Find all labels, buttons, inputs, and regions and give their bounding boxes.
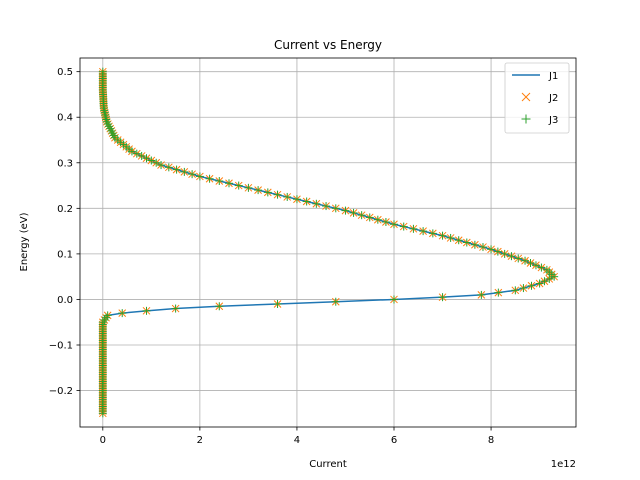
y-tick-label: 0.0 [57,295,73,306]
series-j3-point [521,256,530,265]
series-j3-point [171,304,180,313]
series-j3-point [514,254,523,263]
series-j3-point [234,181,243,190]
x-axis-offset-label: 1e12 [551,459,576,470]
series-j3-point [527,281,536,290]
series-j3-point [542,265,551,274]
plot-area [98,67,559,418]
series-j3-point [409,224,418,233]
series-j3-point [205,174,214,183]
series-j3-point [390,295,398,304]
series-j3-point [147,156,156,165]
series-j3-point [103,311,112,320]
series-j3-point [494,288,503,297]
y-tick-label: −0.1 [49,341,73,352]
plot-series [98,67,559,418]
y-tick-label: −0.2 [49,386,73,397]
series-j3-point [365,213,374,222]
series-j3-point [312,199,321,208]
series-j3-point [142,306,151,315]
series-j3-point [419,227,428,236]
series-j3-point [519,284,528,293]
series-j3-point [322,202,331,211]
series-j3-point [341,206,350,215]
series-j3-point [273,300,282,308]
series-j3-point [462,238,471,247]
series-j3-point [164,163,173,172]
series-j3-point [526,259,535,267]
series-j3-point [244,183,253,192]
x-tick-label: 6 [391,435,397,446]
legend-swatch-j3 [521,114,531,124]
series-j3-point [98,67,107,76]
series-j3-point [157,161,166,170]
series-j3-point [477,290,486,299]
y-tick-label: 0.1 [57,249,73,260]
series-j3-point [428,229,437,238]
series-j3-point [132,149,141,158]
series-j3-point [438,231,447,240]
series-j3-point [215,177,224,185]
series-j3-point [331,204,340,213]
series-j3-point [263,188,272,197]
series-j3-point [487,245,496,254]
series-j3-point [537,263,546,272]
series-j3-point [535,279,544,288]
series-j3-point [118,309,127,318]
x-tick-label: 0 [100,435,106,446]
y-tick-label: 0.5 [57,67,73,78]
series-j3-point [511,286,520,295]
series-j3-point [493,247,502,256]
series-j3-point [507,252,516,261]
series-j3-point [292,195,301,204]
series-j3-point [446,233,455,242]
ticks: 0 2 4 6 8 −0.2 −0.1 0.0 0.1 0.2 0.3 0.4 0.5 [49,67,495,446]
series-j3-point [180,167,189,176]
series-j3-point [195,172,204,181]
series-j3-point [470,240,479,249]
series-j3-point [331,297,340,306]
y-axis-label: Energy (eV) [19,212,30,271]
series-j3-point [152,158,161,167]
legend-label-j3: J3 [548,115,558,126]
series-j3-point [137,151,146,160]
series-j3-point [545,274,554,283]
series-j3-point [273,190,282,199]
series-j3-point [531,261,540,270]
series-j3-point [349,208,358,217]
x-tick-label: 2 [197,435,203,446]
series-j3-point [500,249,509,258]
series-j3-point [454,236,463,245]
series-j3-point [438,293,447,302]
x-tick-label: 8 [488,435,494,446]
chart-title: Current vs Energy [274,38,382,52]
x-axis-label: Current [309,459,347,470]
legend: J1 J2 J3 [504,62,570,134]
series-j3-point [373,215,382,224]
series-j3-point [478,243,487,252]
legend-box [504,62,570,134]
series-j3-point [540,277,549,286]
series-j3-point [142,154,151,163]
x-tick-label: 4 [294,435,300,446]
y-tick-label: 0.4 [57,113,73,124]
series-j3-point [215,302,224,311]
legend-label-j2: J2 [548,93,558,104]
y-tick-label: 0.3 [57,158,73,169]
series-j3-point [254,186,263,195]
legend-label-j1: J1 [548,71,558,82]
axes-frame [79,57,577,428]
series-j3-point [283,192,292,201]
series-j3-point [224,179,233,188]
series-j3-point [381,218,390,226]
legend-swatch-j2 [521,92,531,102]
series-j3-point [390,220,398,229]
series-j3-point [357,211,366,220]
series-j3-point [172,165,181,174]
series-j3-point [302,197,311,206]
y-tick-label: 0.2 [57,204,73,215]
series-j3-point [399,222,408,231]
series-j3-point [188,170,197,179]
